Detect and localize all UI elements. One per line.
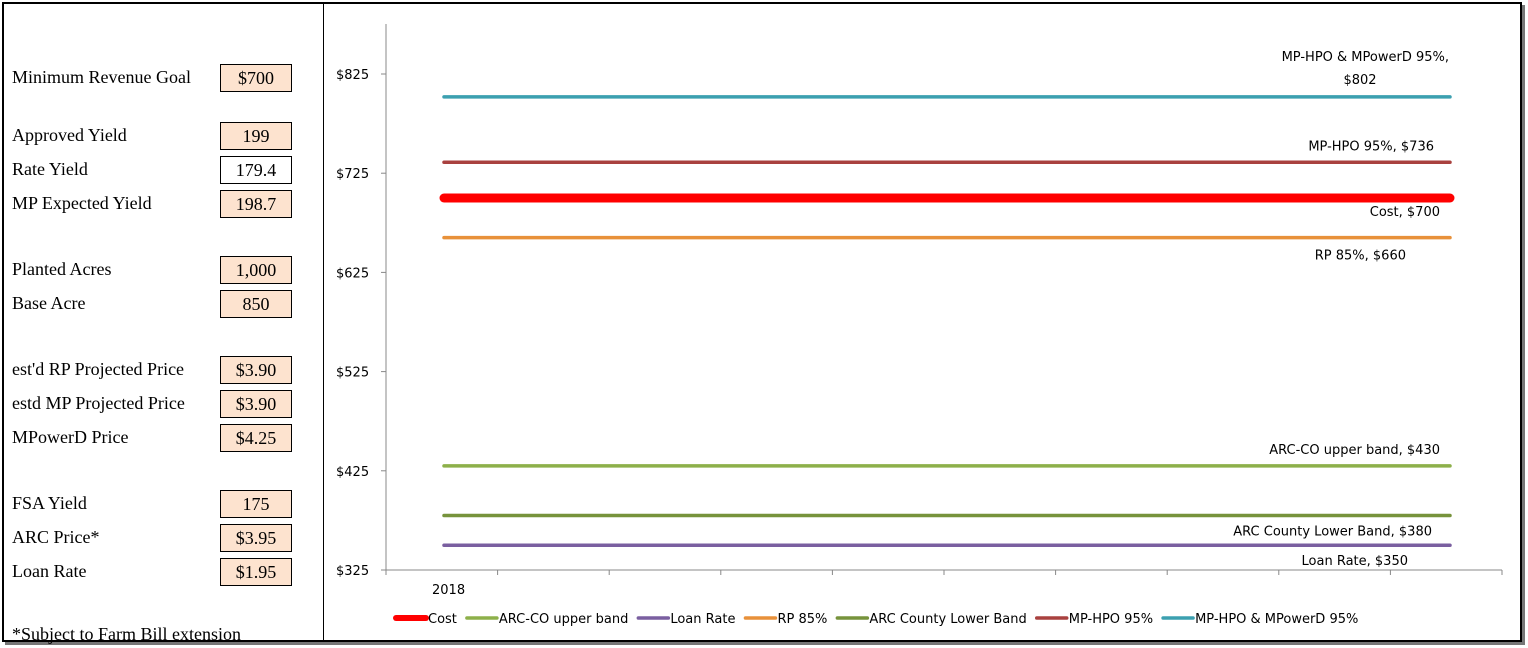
- data-label: $802: [1343, 73, 1376, 88]
- input-row: MP Expected Yield 198.7: [12, 190, 312, 220]
- input-label: Minimum Revenue Goal: [12, 67, 191, 87]
- input-value-cell[interactable]: 850: [220, 290, 292, 318]
- legend-label: MP-HPO & MPowerD 95%: [1195, 612, 1358, 627]
- legend-label: RP 85%: [777, 612, 827, 627]
- input-label: Base Acre: [12, 293, 86, 313]
- input-value-cell[interactable]: $1.95: [220, 558, 292, 586]
- data-label: RP 85%, $660: [1315, 249, 1406, 264]
- input-value-cell[interactable]: 199: [220, 122, 292, 150]
- input-value-cell[interactable]: 175: [220, 490, 292, 518]
- y-tick-label: $325: [336, 564, 369, 579]
- input-label: Approved Yield: [12, 125, 127, 145]
- input-value-cell[interactable]: 179.4: [220, 156, 292, 184]
- y-tick-label: $625: [336, 266, 369, 281]
- input-label: est'd RP Projected Price: [12, 359, 185, 379]
- input-value-cell[interactable]: $4.25: [220, 424, 292, 452]
- input-row: Approved Yield 199: [12, 122, 312, 152]
- data-label: MP-HPO & MPowerD 95%,: [1282, 50, 1449, 65]
- input-row: Base Acre 850: [12, 290, 312, 320]
- legend-label: Loan Rate: [670, 612, 735, 627]
- x-tick-label: 2018: [432, 583, 465, 598]
- data-label: ARC-CO upper band, $430: [1269, 443, 1440, 458]
- data-label: Loan Rate, $350: [1302, 554, 1408, 569]
- input-label: MP Expected Yield: [12, 193, 152, 213]
- input-row: Minimum Revenue Goal $700: [12, 64, 312, 94]
- input-row: Loan Rate $1.95: [12, 558, 312, 588]
- input-row: estd MP Projected Price $3.90: [12, 390, 312, 420]
- legend-label: ARC-CO upper band: [499, 612, 628, 627]
- legend-label: MP-HPO 95%: [1069, 612, 1153, 627]
- input-row: Rate Yield 179.4: [12, 156, 312, 186]
- legend-label: ARC County Lower Band: [869, 612, 1026, 627]
- y-tick-label: $525: [336, 366, 369, 381]
- input-value-cell[interactable]: $700: [220, 64, 292, 92]
- input-value-cell[interactable]: $3.90: [220, 390, 292, 418]
- price-chart: $325 $425 $525 $625 $725 $825 2018 Cost, $700 AR…: [324, 4, 1520, 640]
- input-label: Loan Rate: [12, 561, 87, 581]
- y-tick-label: $425: [336, 465, 369, 480]
- input-label: Rate Yield: [12, 159, 88, 179]
- footnote: *Subject to Farm Bill extension: [12, 624, 241, 644]
- inputs-panel: *Subject to Farm Bill extension Minimum …: [4, 4, 324, 644]
- input-value-cell[interactable]: 1,000: [220, 256, 292, 284]
- data-label: Cost, $700: [1370, 205, 1440, 220]
- data-label: ARC County Lower Band, $380: [1233, 524, 1432, 539]
- input-label: estd MP Projected Price: [12, 393, 185, 413]
- input-row: FSA Yield 175: [12, 490, 312, 520]
- input-label: ARC Price*: [12, 527, 100, 547]
- input-label: Planted Acres: [12, 259, 112, 279]
- input-value-cell[interactable]: 198.7: [220, 190, 292, 218]
- input-row: Planted Acres 1,000: [12, 256, 312, 286]
- input-row: MPowerD Price $4.25: [12, 424, 312, 454]
- y-tick-label: $725: [336, 167, 369, 182]
- input-row: est'd RP Projected Price $3.90: [12, 356, 312, 386]
- input-label: FSA Yield: [12, 493, 87, 513]
- data-label: MP-HPO 95%, $736: [1308, 139, 1434, 154]
- input-value-cell[interactable]: $3.95: [220, 524, 292, 552]
- legend-label: Cost: [428, 612, 457, 627]
- input-row: ARC Price* $3.95: [12, 524, 312, 554]
- chart-svg: $325 $425 $525 $625 $725 $825 2018 Cost, $700 AR…: [336, 24, 1503, 627]
- y-tick-label: $825: [336, 68, 369, 83]
- input-label: MPowerD Price: [12, 427, 129, 447]
- input-value-cell[interactable]: $3.90: [220, 356, 292, 384]
